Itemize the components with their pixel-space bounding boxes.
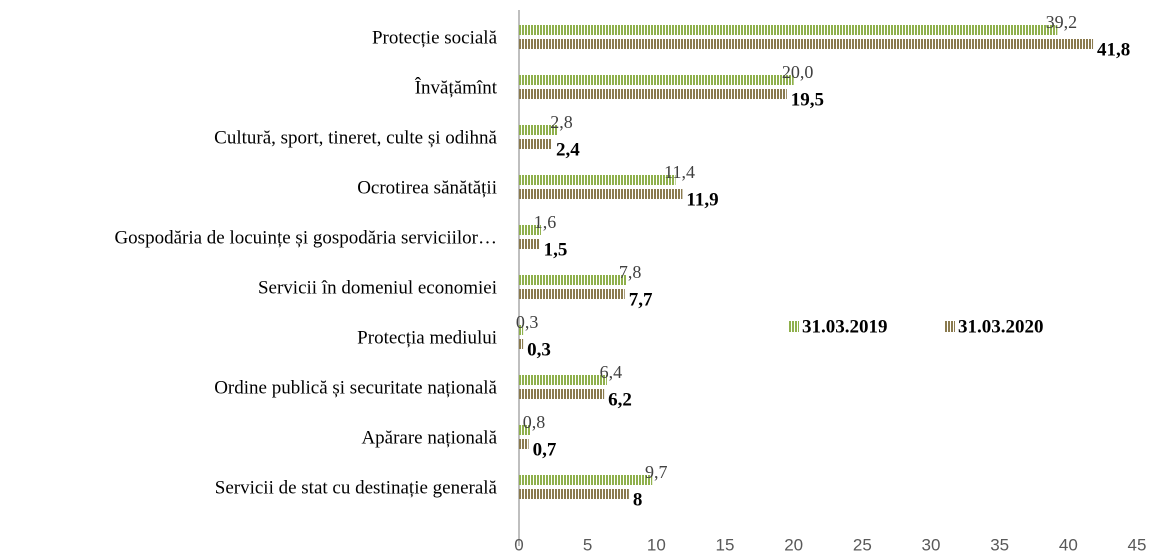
bar <box>519 439 529 449</box>
bar <box>519 239 540 249</box>
category-label: Ocrotirea sănătății <box>357 177 497 198</box>
bar <box>519 289 625 299</box>
data-label: 41,8 <box>1097 39 1130 60</box>
bar <box>519 275 627 285</box>
x-tick-label: 15 <box>716 535 735 554</box>
category-label: Protecție socială <box>372 27 498 48</box>
x-tick-label: 10 <box>647 535 666 554</box>
legend-label: 31.03.2020 <box>958 316 1044 337</box>
category-label: Cultură, sport, tineret, culte și odihnă <box>214 127 497 148</box>
data-label: 1,5 <box>544 239 568 260</box>
category-label: Învățămînt <box>415 76 498 98</box>
legend-swatch <box>944 321 955 332</box>
category-label: Servicii de stat cu destinație generală <box>215 477 498 498</box>
x-tick-label: 25 <box>853 535 872 554</box>
x-tick-label: 0 <box>514 535 523 554</box>
bar <box>519 39 1094 49</box>
bar <box>519 325 524 335</box>
legend-swatch <box>788 321 799 332</box>
x-tick-label: 5 <box>583 535 592 554</box>
data-label: 0,3 <box>527 339 551 360</box>
bar <box>519 25 1058 35</box>
bar <box>519 139 552 149</box>
category-label: Protecția mediului <box>357 327 497 348</box>
x-tick-label: 40 <box>1059 535 1078 554</box>
data-label: 6,4 <box>600 362 623 382</box>
data-label: 19,5 <box>791 89 824 110</box>
data-label: 2,4 <box>556 139 580 160</box>
data-label: 7,8 <box>619 262 642 282</box>
x-tick-label: 45 <box>1128 535 1147 554</box>
data-label: 39,2 <box>1046 12 1078 32</box>
bar <box>519 125 558 135</box>
data-label: 11,9 <box>686 189 718 210</box>
data-label: 2,8 <box>550 112 573 132</box>
bar <box>519 339 524 349</box>
bar <box>519 89 787 99</box>
data-label: 8 <box>633 489 643 510</box>
category-label: Ordine publică și securitate națională <box>214 377 497 398</box>
data-label: 6,2 <box>608 389 632 410</box>
bar <box>519 375 607 385</box>
category-label: Apărare națională <box>361 427 497 448</box>
data-label: 1,6 <box>534 212 557 232</box>
x-tick-label: 20 <box>784 535 803 554</box>
data-label: 0,8 <box>523 412 546 432</box>
data-label: 0,3 <box>516 312 539 332</box>
bar <box>519 225 541 235</box>
data-label: 9,7 <box>645 462 668 482</box>
data-label: 0,7 <box>533 439 557 460</box>
bar <box>519 489 629 499</box>
x-tick-label: 30 <box>922 535 941 554</box>
legend-label: 31.03.2019 <box>802 316 888 337</box>
data-label: 7,7 <box>629 289 653 310</box>
x-tick-label: 35 <box>990 535 1009 554</box>
category-label: Gospodăria de locuințe și gospodăria ser… <box>114 227 497 248</box>
data-label: 20,0 <box>782 62 814 82</box>
data-label: 11,4 <box>664 162 695 182</box>
bar <box>519 389 605 399</box>
bar <box>519 425 530 435</box>
category-label: Servicii în domeniul economiei <box>258 277 497 298</box>
bar <box>519 175 676 185</box>
bar <box>519 475 653 485</box>
bar <box>519 75 794 85</box>
bar <box>519 189 683 199</box>
